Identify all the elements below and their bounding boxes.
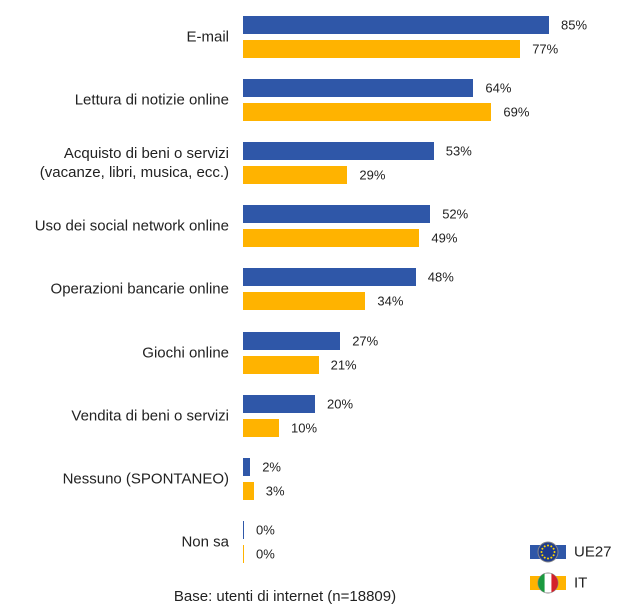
value-label: 0%: [256, 522, 275, 538]
bar: [243, 331, 341, 350]
value-label: 49%: [431, 230, 458, 246]
legend-label: UE27: [574, 543, 612, 561]
bar: [243, 229, 420, 248]
bar: [243, 544, 244, 563]
category-label: Non sa: [181, 533, 229, 551]
bar: [243, 418, 279, 437]
bar: [243, 292, 366, 311]
it-flag-icon: [530, 572, 566, 594]
value-label: 29%: [359, 167, 386, 183]
bar: [243, 457, 251, 476]
value-label: 53%: [445, 143, 472, 159]
category-label: Operazioni bancarie online: [50, 280, 229, 298]
bar: [243, 166, 348, 185]
bar: [243, 142, 434, 161]
category-label: Giochi online: [142, 344, 229, 361]
bar: [243, 103, 492, 122]
value-label: 69%: [503, 104, 530, 120]
value-label: 0%: [256, 546, 275, 562]
value-label: 2%: [262, 459, 281, 475]
category-label: Uso dei social network online: [34, 217, 229, 235]
bar: [243, 355, 319, 374]
value-label: 77%: [532, 41, 559, 57]
value-label: 10%: [291, 420, 318, 436]
bar: [243, 520, 244, 539]
bar: [243, 16, 549, 34]
bar: [243, 481, 254, 500]
category-label: Nessuno (SPONTANEO): [62, 470, 229, 488]
footnote: Base: utenti di internet (n=18809): [173, 588, 397, 605]
value-label: 52%: [442, 206, 469, 222]
eu-flag-icon: [530, 541, 566, 563]
value-label: 34%: [377, 293, 404, 309]
value-label: 3%: [265, 483, 285, 499]
bar: [243, 394, 315, 413]
value-label: 27%: [352, 333, 379, 348]
bar: [243, 79, 474, 98]
category-label: Acquisto di beni o servizi (vacanze, lib…: [39, 145, 229, 182]
bar: [243, 268, 416, 287]
category-label: Lettura di notizie online: [74, 91, 229, 109]
value-label: 20%: [327, 396, 354, 412]
value-label: 64%: [485, 80, 512, 96]
value-label: 85%: [561, 17, 588, 33]
bar: [243, 40, 521, 58]
value-label: 21%: [330, 357, 357, 372]
legend-label: IT: [574, 574, 588, 592]
value-label: 48%: [427, 269, 454, 285]
category-label: E-mail: [186, 28, 229, 46]
bar: [243, 205, 431, 224]
category-label: Vendita di beni o servizi: [71, 407, 229, 425]
